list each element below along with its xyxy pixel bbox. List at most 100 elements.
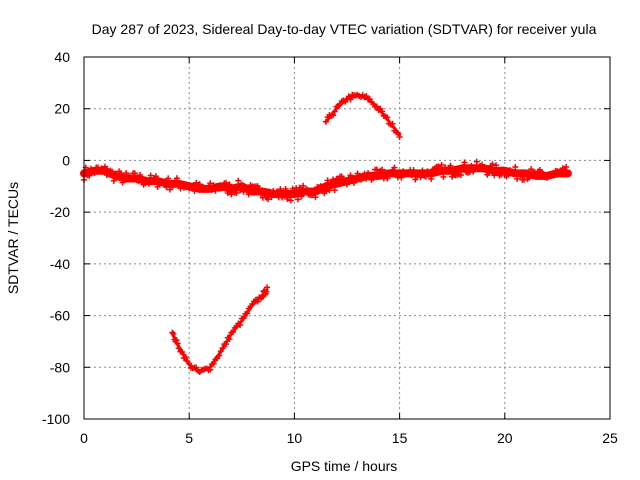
data-point	[298, 193, 305, 200]
x-axis-label: GPS time / hours	[291, 458, 398, 474]
data-point	[105, 171, 112, 178]
data-point	[152, 173, 159, 180]
data-point	[457, 171, 464, 178]
data-point	[216, 352, 223, 359]
data-point	[175, 345, 182, 352]
data-point	[363, 175, 370, 182]
data-point	[414, 172, 421, 179]
series-trace	[324, 94, 402, 137]
data-point	[212, 187, 219, 194]
data-point	[365, 170, 372, 177]
data-point	[405, 170, 412, 177]
data-point	[291, 189, 298, 196]
data-point	[191, 188, 198, 195]
data-point	[273, 188, 280, 195]
data-point	[170, 330, 177, 337]
data-point	[135, 178, 142, 185]
data-point	[373, 103, 380, 110]
data-point	[189, 182, 196, 189]
data-point	[228, 191, 235, 198]
data-point	[244, 184, 251, 191]
data-point	[145, 180, 152, 187]
data-point	[329, 112, 336, 119]
data-point	[161, 180, 168, 187]
data-point	[137, 172, 144, 179]
chart-title: Day 287 of 2023, Sidereal Day-to-day VTE…	[92, 21, 597, 37]
ticks: 0 5 10 15 20 25 -100 -80 -60 -40 -20 0 20 40	[42, 49, 618, 446]
data-point	[422, 173, 429, 180]
data-point	[244, 310, 251, 317]
data-point	[169, 329, 176, 336]
data-point	[237, 187, 244, 194]
data-point	[410, 167, 417, 174]
data-point	[382, 169, 389, 176]
data-point	[396, 171, 403, 178]
data-point	[193, 179, 200, 186]
data-point	[117, 170, 124, 177]
data-point	[287, 197, 294, 204]
data-point	[459, 163, 466, 170]
data-point	[245, 191, 252, 198]
data-point	[391, 164, 398, 171]
data-point	[230, 328, 237, 335]
data-point	[398, 174, 405, 181]
data-point	[384, 114, 391, 121]
data-point	[173, 175, 180, 182]
data-point	[268, 194, 275, 201]
x-tick-label: 5	[185, 430, 193, 446]
data-point	[461, 159, 468, 166]
data-point	[522, 171, 529, 178]
data-point	[210, 360, 217, 367]
data-point	[277, 186, 284, 193]
data-point	[489, 161, 496, 168]
x-tick-label: 10	[287, 430, 303, 446]
data-point	[286, 191, 293, 198]
data-point	[223, 179, 230, 186]
data-point	[331, 187, 338, 194]
y-tick-label: -40	[50, 256, 70, 272]
y-tick-label: -60	[50, 308, 70, 324]
data-point	[324, 177, 331, 184]
data-point	[300, 182, 307, 189]
data-point	[207, 180, 214, 187]
data-point	[494, 167, 501, 174]
data-point	[440, 173, 447, 180]
data-point	[363, 93, 370, 100]
data-point	[533, 173, 540, 180]
data-point	[493, 162, 500, 169]
data-point	[417, 174, 424, 181]
data-point	[233, 190, 240, 197]
data-point	[482, 166, 489, 173]
series-main-band	[80, 158, 572, 204]
data-point	[379, 108, 386, 115]
series-upper-arc	[322, 91, 403, 141]
data-point	[207, 366, 214, 373]
data-point	[208, 186, 215, 193]
data-point	[254, 298, 261, 305]
data-point	[193, 364, 200, 371]
plot-frame	[83, 56, 611, 420]
data-point	[473, 158, 480, 165]
data-point	[280, 192, 287, 199]
data-point	[109, 168, 116, 175]
data-point	[412, 176, 419, 183]
y-tick-label: -100	[42, 411, 70, 427]
data-point	[415, 169, 422, 176]
data-point	[347, 96, 354, 103]
data-point	[219, 185, 226, 192]
data-point	[186, 360, 193, 367]
data-point	[396, 134, 403, 141]
data-point	[310, 187, 317, 194]
data-point	[265, 196, 272, 203]
data-point	[436, 165, 443, 172]
data-point	[428, 175, 435, 182]
data-point	[173, 336, 180, 343]
data-point	[175, 180, 182, 187]
data-point	[179, 348, 186, 355]
data-point	[379, 166, 386, 173]
data-point	[235, 177, 242, 184]
data-point	[224, 190, 231, 197]
data-point	[447, 162, 454, 169]
data-point	[352, 177, 359, 184]
data-point	[384, 175, 391, 182]
